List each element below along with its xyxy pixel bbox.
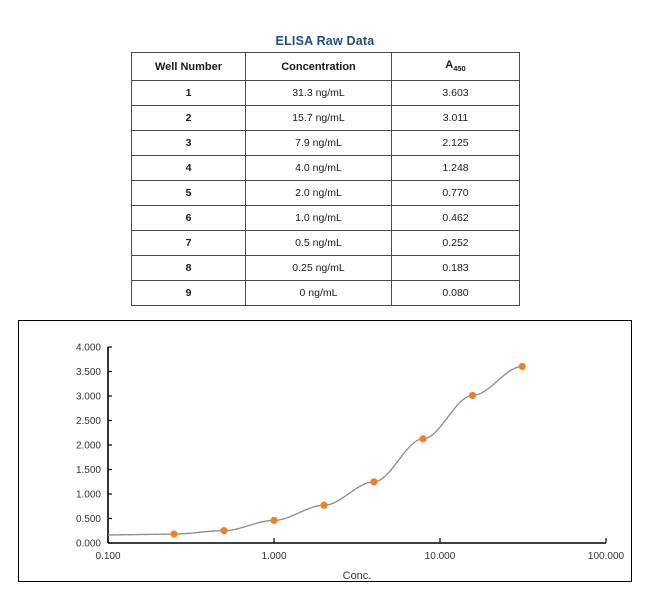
cell-absorbance: 0.462	[391, 205, 520, 231]
y-axis-tick-label: 2.000	[76, 441, 101, 452]
data-point	[518, 362, 526, 371]
column-header-absorbance: A450	[391, 52, 520, 81]
cell-absorbance: 0.770	[391, 180, 520, 206]
absorbance-symbol: A	[445, 59, 454, 72]
y-axis-tick-label: 3.500	[76, 367, 101, 378]
x-axis-tick-label: 10.000	[425, 551, 456, 562]
data-points-group	[170, 362, 526, 538]
cell-absorbance: 2.125	[391, 130, 520, 156]
data-point	[468, 391, 477, 400]
data-point	[419, 435, 427, 443]
column-header-well-number: Well Number	[131, 52, 246, 81]
fit-curve	[107, 365, 523, 536]
elisa-raw-data-table: Well Number Concentration A450 1 31.3 ng/…	[131, 52, 520, 306]
column-header-concentration: Concentration	[245, 52, 392, 81]
y-axis-tick-label: 0.500	[76, 514, 101, 525]
cell-concentration: 15.7 ng/mL	[245, 105, 392, 131]
standard-curve-chart: 0.000 0.500 1.000 1.500 2.000 2.500 3.000 3.500…	[18, 320, 632, 582]
y-axis-tick-label: 0.000	[76, 539, 101, 550]
x-axis-title: Conc.	[343, 570, 372, 580]
x-axis-tick-label: 0.100	[95, 551, 120, 562]
cell-concentration: 7.9 ng/mL	[245, 130, 392, 156]
cell-well-number: 2	[131, 105, 246, 131]
y-axis-tick-label: 4.000	[76, 343, 101, 354]
cell-concentration: 1.0 ng/mL	[245, 205, 392, 231]
table-header-row: Well Number Concentration A450	[131, 52, 520, 81]
data-point	[320, 501, 328, 509]
cell-well-number: 9	[131, 280, 246, 306]
cell-concentration: 4.0 ng/mL	[245, 155, 392, 181]
cell-absorbance: 0.080	[391, 280, 520, 306]
cell-well-number: 5	[131, 180, 246, 206]
chart-canvas: 0.000 0.500 1.000 1.500 2.000 2.500 3.000 3.500…	[76, 343, 625, 581]
data-point	[220, 527, 228, 535]
x-axis-ticks-group: 0.100 1.000 10.000 100.000	[95, 538, 625, 562]
data-point	[270, 516, 278, 524]
table-row: 1 31.3 ng/mL 3.603	[131, 80, 520, 106]
cell-well-number: 8	[131, 255, 246, 281]
y-axis-tick-label: 1.000	[76, 490, 101, 501]
cell-well-number: 1	[131, 80, 246, 106]
y-axis-tick-label: 3.000	[76, 392, 101, 403]
x-axis-tick-label: 1.000	[261, 551, 286, 562]
table-row: 2 15.7 ng/mL 3.011	[131, 105, 520, 131]
y-axis-ticks-group: 0.000 0.500 1.000 1.500 2.000 2.500 3.000 3.500…	[76, 343, 112, 550]
cell-absorbance: 3.603	[391, 80, 520, 106]
elisa-raw-data-block: ELISA Raw Data Well Number Concentration…	[131, 34, 520, 306]
cell-absorbance: 0.183	[391, 255, 520, 281]
table-row: 4 4.0 ng/mL 1.248	[131, 155, 520, 181]
x-axis-tick-label: 100.000	[588, 551, 625, 562]
table-row: 6 1.0 ng/mL 0.462	[131, 205, 520, 231]
cell-well-number: 6	[131, 205, 246, 231]
table-row: 3 7.9 ng/mL 2.125	[131, 130, 520, 156]
data-point	[170, 530, 178, 538]
table-row: 8 0.25 ng/mL 0.183	[131, 255, 520, 281]
cell-concentration: 31.3 ng/mL	[245, 80, 392, 106]
cell-concentration: 0.5 ng/mL	[245, 230, 392, 256]
cell-concentration: 0 ng/mL	[245, 280, 392, 306]
data-point	[370, 478, 378, 486]
cell-absorbance: 3.011	[391, 105, 520, 131]
cell-well-number: 4	[131, 155, 246, 181]
cell-concentration: 0.25 ng/mL	[245, 255, 392, 281]
cell-absorbance: 1.248	[391, 155, 520, 181]
cell-well-number: 7	[131, 230, 246, 256]
absorbance-subscript: 450	[453, 64, 466, 74]
table-row: 7 0.5 ng/mL 0.252	[131, 230, 520, 256]
cell-absorbance: 0.252	[391, 230, 520, 256]
y-axis-tick-label: 2.500	[76, 416, 101, 427]
table-title: ELISA Raw Data	[275, 34, 375, 48]
table-row: 5 2.0 ng/mL 0.770	[131, 180, 520, 206]
cell-concentration: 2.0 ng/mL	[245, 180, 392, 206]
y-axis-tick-label: 1.500	[76, 465, 101, 476]
cell-well-number: 3	[131, 130, 246, 156]
